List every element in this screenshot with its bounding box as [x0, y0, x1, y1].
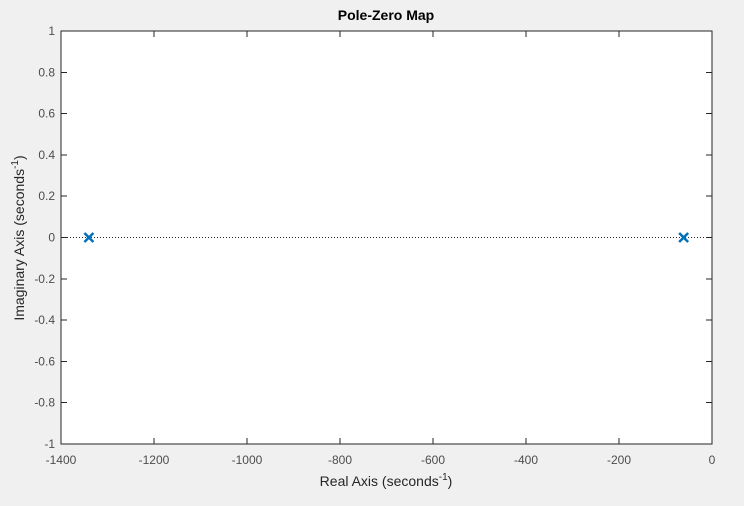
y-tick-label: 0.2 [38, 189, 55, 203]
x-tick-label: -400 [514, 453, 538, 467]
y-tick-label: -0.8 [34, 396, 55, 410]
x-tick-labels: -1400 -1200 -1000 -800 -600 -400 -200 0 [46, 453, 716, 467]
y-tick-label: 0 [48, 231, 55, 245]
chart-title: Pole-Zero Map [338, 7, 434, 23]
pole-markers [83, 232, 690, 243]
y-tick-label: 0.4 [38, 148, 55, 162]
x-tick-label: -200 [607, 453, 631, 467]
x-axis-label-main: Real Axis (seconds [320, 473, 439, 489]
y-axis-label: Imaginary Axis (seconds-1) [10, 155, 27, 320]
x-axis-label: Real Axis (seconds-1) [320, 472, 453, 489]
y-tick-label: 0.6 [38, 107, 55, 121]
x-axis-label-sup: -1 [439, 472, 448, 483]
plot-frame [60, 30, 713, 445]
pole-marker [83, 232, 95, 243]
x-tick-label: -1200 [139, 453, 170, 467]
pole-marker [678, 232, 690, 243]
y-tick-label: -0.4 [34, 313, 55, 327]
plot-area [61, 31, 712, 444]
x-tick-label: 0 [709, 453, 716, 467]
y-tick-label: -1 [44, 437, 55, 451]
y-tick-labels: -1 -0.8 -0.6 -0.4 -0.2 0 0.2 0.4 0.6 0.8 1 [34, 24, 55, 451]
y-axis-label-sup: -1 [10, 160, 21, 169]
y-axis-label-main: Imaginary Axis (seconds [11, 169, 27, 321]
x-tick-label: -1000 [232, 453, 263, 467]
x-axis-label-close: ) [448, 473, 453, 489]
y-tick-label: 0.8 [38, 65, 55, 79]
y-tick-label: -0.6 [34, 354, 55, 368]
y-axis-label-close: ) [11, 155, 27, 160]
x-tick-label: -1400 [46, 453, 77, 467]
x-tick-label: -800 [328, 453, 352, 467]
y-tick-label: -0.2 [34, 272, 55, 286]
x-tick-label: -600 [421, 453, 445, 467]
y-tick-label: 1 [48, 24, 55, 38]
